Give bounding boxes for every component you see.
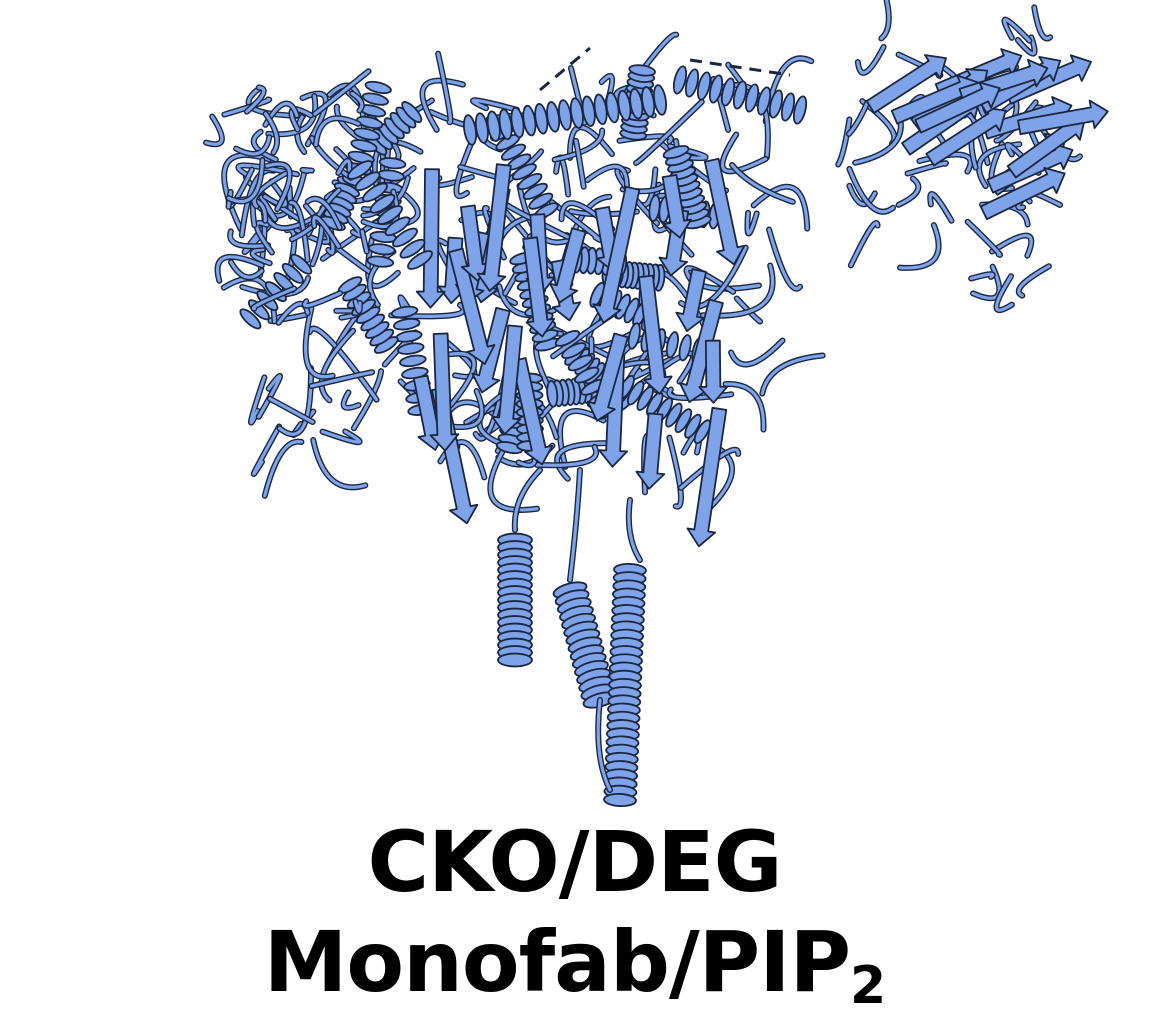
caption-subscript: 2 [850, 956, 886, 1016]
caption-subtitle-main: Monofab/PIP [263, 913, 851, 1011]
caption-title: CKO/DEG [367, 813, 782, 911]
protein-structure-image [203, 0, 1109, 808]
ribbon-cartoon [203, 0, 1109, 808]
caption-subtitle: Monofab/PIP2 [0, 912, 1149, 1012]
